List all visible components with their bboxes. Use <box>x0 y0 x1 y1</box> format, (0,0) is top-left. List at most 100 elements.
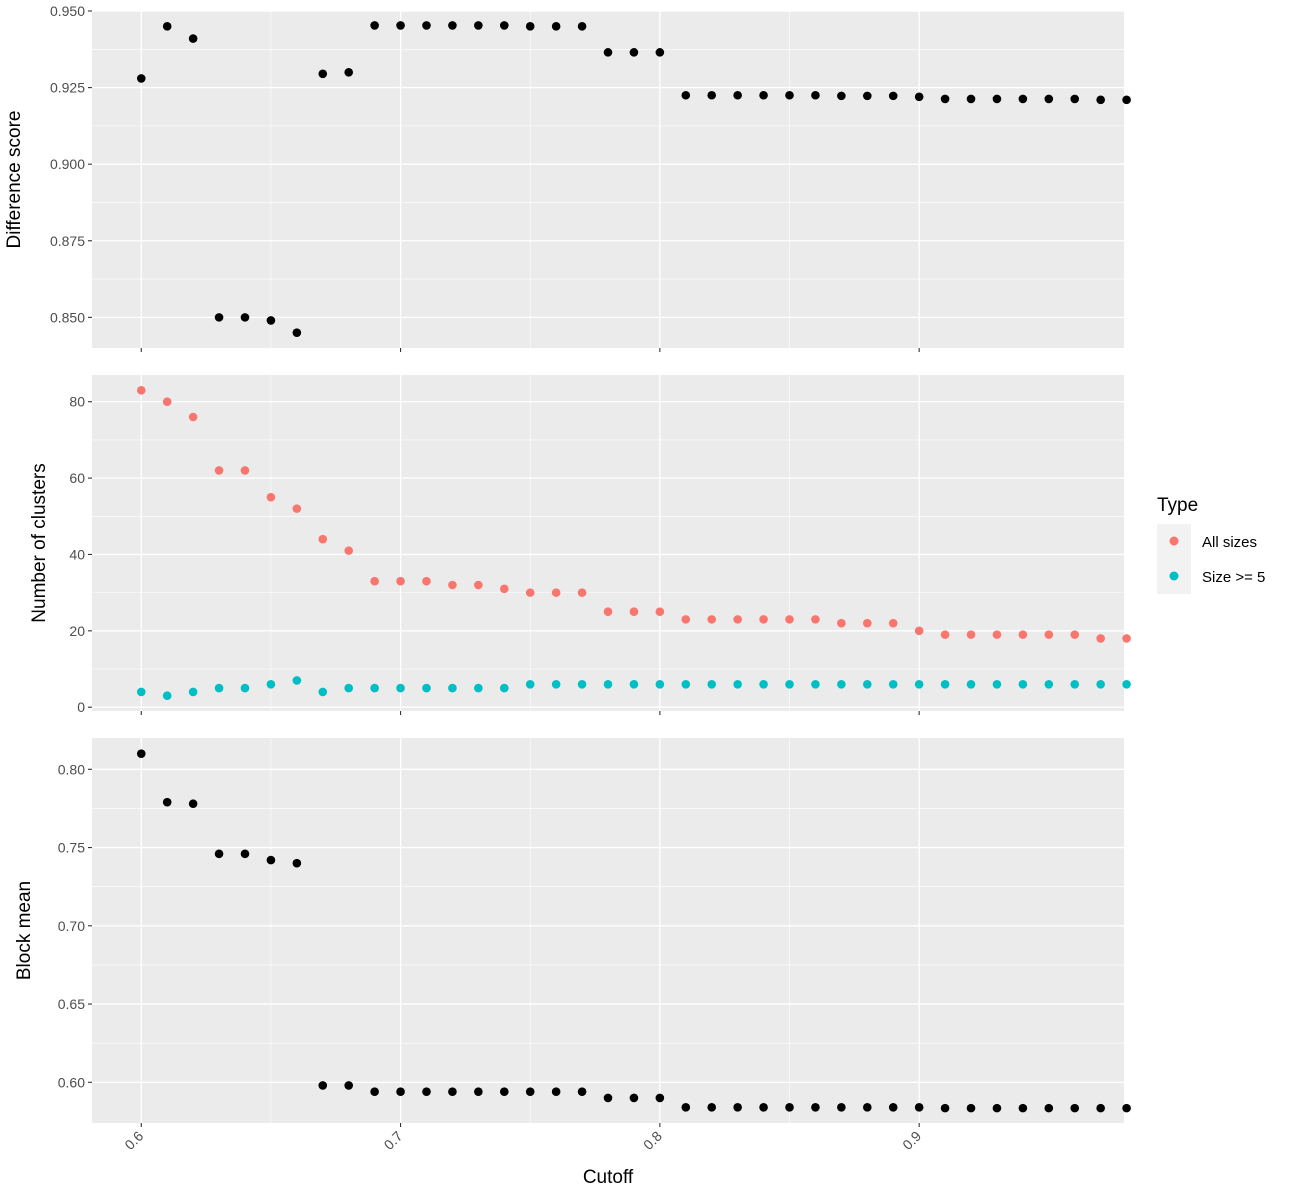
data-point <box>344 683 354 693</box>
data-point <box>1122 679 1131 689</box>
data-point <box>499 21 509 30</box>
data-point <box>318 1081 328 1090</box>
y-tick-label: 0.80 <box>58 761 85 777</box>
data-point <box>577 588 587 597</box>
data-point <box>396 21 405 30</box>
data-point <box>318 687 328 697</box>
data-point <box>707 679 717 689</box>
data-point <box>1044 679 1054 689</box>
data-point <box>188 687 198 697</box>
legend-label-all-sizes: All sizes <box>1202 534 1257 551</box>
y-tick-label: 0.875 <box>50 233 85 249</box>
data-point <box>1044 94 1054 104</box>
data-point <box>370 21 379 30</box>
data-point <box>162 22 172 31</box>
y-tick-label: 20 <box>69 623 85 639</box>
data-point <box>862 1103 872 1112</box>
data-point <box>577 1087 587 1096</box>
data-point <box>1070 630 1080 639</box>
data-point <box>499 683 509 693</box>
data-point <box>603 1093 613 1103</box>
data-point <box>655 679 665 689</box>
data-point <box>837 1103 846 1112</box>
y-axis-title: Block mean <box>14 881 35 980</box>
y-tick-label: 80 <box>69 394 85 410</box>
data-point <box>1070 1103 1080 1113</box>
data-point <box>629 48 639 57</box>
data-point <box>162 691 172 701</box>
data-point <box>811 1103 820 1112</box>
data-point <box>655 48 665 57</box>
data-point <box>1044 630 1054 639</box>
y-tick-label: 0.900 <box>50 156 85 172</box>
data-point <box>681 615 691 624</box>
data-point <box>862 618 872 628</box>
data-point <box>785 90 794 100</box>
data-point <box>422 576 431 586</box>
data-point <box>370 576 379 586</box>
data-point <box>214 849 224 859</box>
data-point <box>474 21 483 30</box>
x-tick-label: 0.6 <box>121 1128 146 1153</box>
data-point <box>499 584 509 594</box>
data-point <box>811 679 820 689</box>
data-point <box>733 90 742 100</box>
data-point <box>862 679 872 689</box>
data-point <box>448 683 457 693</box>
data-point <box>966 630 976 639</box>
data-point <box>240 466 250 475</box>
data-point <box>396 576 405 586</box>
facet-panels: 0.850 0.875 0.900 0.925 0.950 Difference scor… <box>4 3 1131 1127</box>
data-point <box>992 630 1002 639</box>
data-point <box>551 1087 561 1096</box>
data-point <box>1122 634 1131 643</box>
y-tick-label: 60 <box>69 470 85 486</box>
data-point <box>759 679 768 689</box>
data-point <box>992 94 1002 104</box>
data-point <box>396 1087 405 1096</box>
data-point <box>422 1087 431 1096</box>
data-point <box>707 90 717 100</box>
data-point <box>837 618 846 628</box>
data-point <box>707 615 717 624</box>
data-point <box>266 492 276 502</box>
data-point <box>681 679 691 689</box>
data-point <box>1122 95 1131 105</box>
data-point <box>759 90 768 100</box>
data-point <box>914 679 924 689</box>
y-tick-label: 0.950 <box>50 3 85 19</box>
data-point <box>655 1093 665 1103</box>
data-point <box>370 1087 379 1096</box>
legend-background <box>1157 524 1191 594</box>
y-axis-title: Number of clusters <box>29 463 50 622</box>
data-point <box>1070 679 1080 689</box>
data-point <box>629 1093 639 1103</box>
data-point <box>525 588 535 597</box>
x-tick-label: 0.8 <box>640 1128 665 1153</box>
data-point <box>188 799 198 809</box>
data-point <box>577 679 587 689</box>
data-point <box>733 615 742 624</box>
data-point <box>1018 1103 1028 1113</box>
data-point <box>681 90 691 100</box>
data-point <box>188 412 198 422</box>
data-point <box>629 607 639 617</box>
panel-background <box>92 738 1124 1123</box>
x-axis: 0.6 0.7 0.8 0.9 <box>121 1128 924 1153</box>
data-point <box>240 849 250 859</box>
y-tick-label: 0.60 <box>58 1074 85 1090</box>
legend-key-size-ge-5 <box>1169 571 1179 581</box>
data-point <box>136 74 146 83</box>
data-point <box>136 687 146 697</box>
panel-background <box>92 11 1124 348</box>
data-point <box>266 316 276 325</box>
series-1 <box>136 749 1131 1113</box>
data-point <box>1122 1103 1131 1113</box>
data-point <box>940 679 950 689</box>
data-point <box>525 1087 535 1096</box>
data-point <box>292 328 302 337</box>
data-point <box>733 679 742 689</box>
legend: Type All sizes Size >= 5 <box>1157 495 1265 594</box>
data-point <box>603 48 613 57</box>
